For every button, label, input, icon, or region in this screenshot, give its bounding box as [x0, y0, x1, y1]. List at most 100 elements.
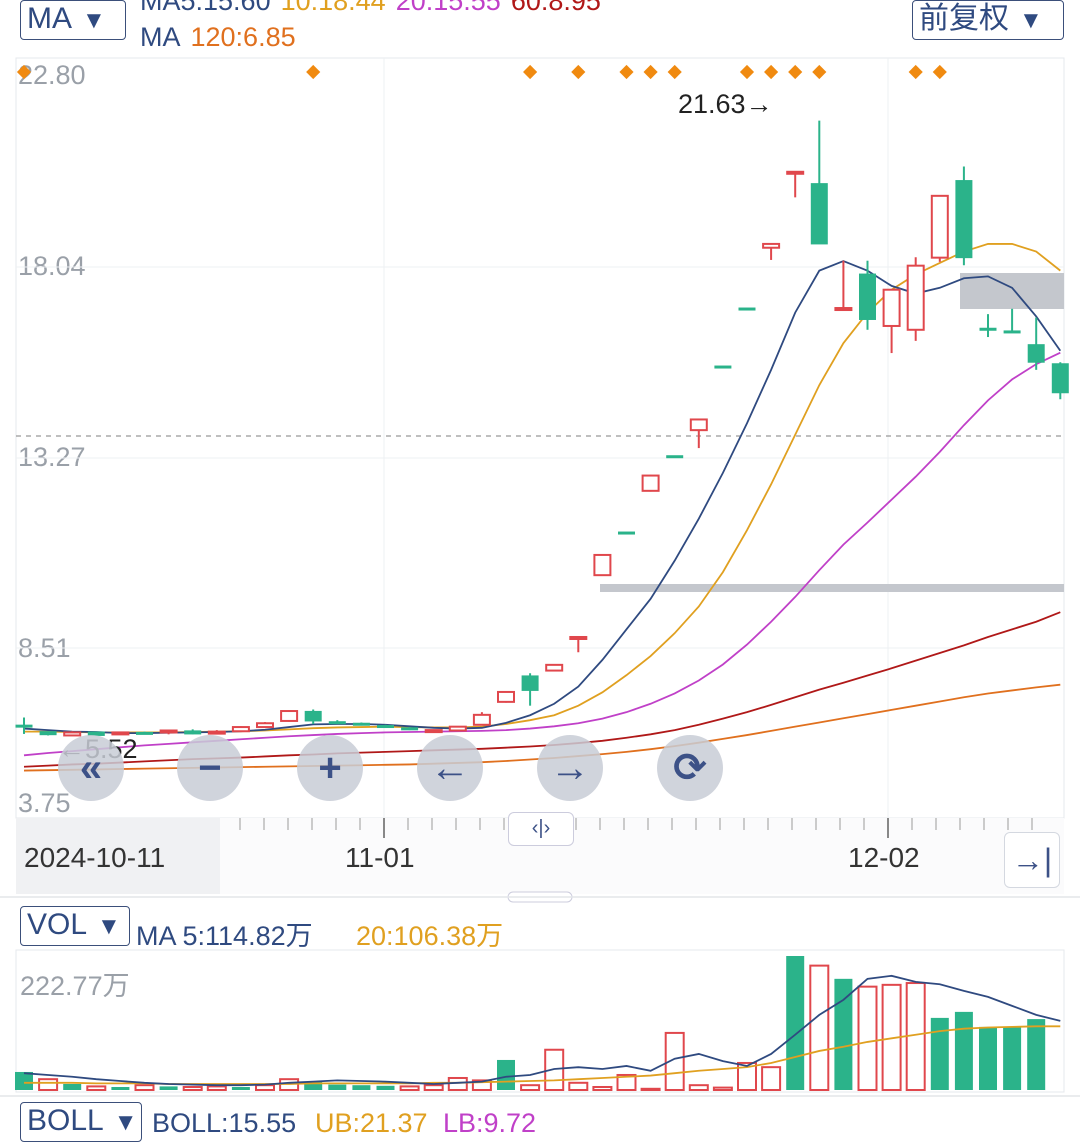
- price-axis-label: 18.04: [18, 251, 86, 281]
- boll-mid-value: BOLL:15.55: [152, 1108, 297, 1138]
- resistance-band: [600, 584, 1064, 592]
- adjust-select[interactable]: 前复权 ▼: [912, 0, 1064, 40]
- high-price-annotation: 21.63→: [678, 89, 773, 119]
- candle-body: [569, 635, 588, 640]
- candle-body: [256, 722, 274, 729]
- volume-axis-top-label: 222.77万: [20, 971, 130, 1001]
- jump-to-latest-button[interactable]: →|: [1004, 832, 1060, 888]
- candle-body: [328, 721, 346, 725]
- boll-select[interactable]: BOLL ▼: [20, 1102, 142, 1142]
- signal-dot: [812, 64, 827, 80]
- signal-dot: [306, 64, 321, 80]
- candle-body: [955, 180, 973, 259]
- candle-body: [472, 713, 491, 726]
- candle-body: [136, 731, 153, 735]
- boll-select-label: BOLL: [27, 1104, 104, 1137]
- pressure-zone: [960, 273, 1064, 309]
- volume-select[interactable]: VOL ▼: [20, 906, 130, 946]
- signal-dot: [932, 64, 947, 80]
- indicator-select-label: MA: [27, 2, 72, 35]
- volume-select-label: VOL: [27, 908, 88, 941]
- ma-values-line1: MA5:15.60 10:18.44 20:15.55 60:8.95: [140, 0, 611, 17]
- candle-body: [882, 288, 901, 327]
- candle-body: [521, 675, 539, 691]
- signal-dot: [764, 64, 779, 80]
- date-label: 11-01: [345, 842, 415, 873]
- chart-frame: [15, 57, 1065, 819]
- ma-value-text: 10:18.44: [280, 0, 386, 16]
- candle-body: [304, 710, 322, 722]
- signal-dot: [571, 64, 586, 80]
- candle-body: [714, 365, 732, 369]
- volume-ma5-value: MA 5:114.82万: [136, 921, 313, 951]
- price-axis-label-top: 22.80: [18, 60, 86, 90]
- price-axis-label-bottom: 3.75: [18, 788, 71, 818]
- scroll-range-indicator: [16, 818, 220, 894]
- date-label: 12-02: [848, 842, 920, 873]
- candle-body: [401, 727, 419, 731]
- ma20-line: [23, 351, 1061, 757]
- scroll-right-button[interactable]: →: [537, 735, 603, 801]
- candle-body: [930, 194, 949, 259]
- candle-body: [666, 455, 684, 459]
- chevron-down-icon: ▼: [1019, 7, 1043, 34]
- candle-body: [906, 264, 925, 331]
- candle-body: [159, 729, 178, 734]
- candle-body: [231, 726, 250, 733]
- volume-ma20-value: 20:106.38万: [356, 921, 504, 951]
- zoom-out-button[interactable]: −: [177, 735, 243, 801]
- candle-body: [424, 729, 443, 734]
- signal-dot: [523, 64, 538, 80]
- scroll-left-button[interactable]: ←: [417, 735, 483, 801]
- candle-body: [111, 731, 130, 736]
- boll-upper-value: UB:21.37: [315, 1108, 428, 1138]
- candle-body: [810, 183, 828, 245]
- arrow-right-icon: →: [550, 746, 590, 790]
- jump-to-end-icon: →|: [1011, 841, 1053, 878]
- candle-body: [39, 731, 57, 736]
- candle-body: [207, 730, 226, 735]
- minus-icon: −: [198, 746, 222, 790]
- candle-body: [184, 730, 202, 735]
- candle-body: [1003, 330, 1021, 334]
- rotate-icon: ⟳: [673, 746, 707, 790]
- candle-body: [1027, 344, 1045, 363]
- ma-value-text: MA: [140, 22, 181, 52]
- chevron-down-icon: ▼: [82, 7, 106, 34]
- candle-body: [786, 170, 805, 175]
- signal-dot: [16, 64, 32, 80]
- candle-body: [618, 531, 635, 535]
- indicator-select[interactable]: MA ▼: [20, 0, 126, 40]
- adjust-select-label: 前复权: [919, 2, 1009, 35]
- candle-body: [280, 710, 299, 722]
- candle-body: [834, 307, 853, 312]
- pane-drag-handle[interactable]: ‹|›: [508, 812, 574, 846]
- price-axis-label: 13.27: [18, 442, 86, 472]
- ma-value-text: 20:15.55: [395, 0, 501, 16]
- fast-backward-button[interactable]: «: [58, 735, 124, 801]
- rotate-button[interactable]: ⟳: [657, 735, 723, 801]
- signal-dot: [908, 64, 923, 80]
- ma-values-line2: MA 120:6.85: [140, 22, 306, 53]
- candle-body: [63, 731, 82, 737]
- candle-body: [377, 725, 394, 729]
- candle-body: [979, 327, 997, 331]
- candle-body: [762, 242, 781, 249]
- candle-body: [593, 553, 612, 577]
- candle-body: [689, 418, 708, 432]
- signal-dot: [739, 64, 755, 80]
- zoom-in-button[interactable]: +: [297, 735, 363, 801]
- plus-icon: +: [318, 746, 342, 790]
- chevron-down-icon: ▼: [97, 913, 121, 940]
- chevron-down-icon: ▼: [113, 1109, 138, 1136]
- ma-value-text: 120:6.85: [190, 22, 296, 52]
- candle-body: [448, 725, 467, 732]
- double-chevron-left-icon: «: [79, 746, 103, 790]
- signal-dot: [643, 64, 658, 80]
- candle-body: [1051, 363, 1069, 394]
- ma-value-text: 60:8.95: [510, 0, 601, 16]
- date-label-start: 2024-10-11: [24, 842, 166, 873]
- ma5-line: [23, 260, 1062, 735]
- signal-dot: [667, 64, 682, 80]
